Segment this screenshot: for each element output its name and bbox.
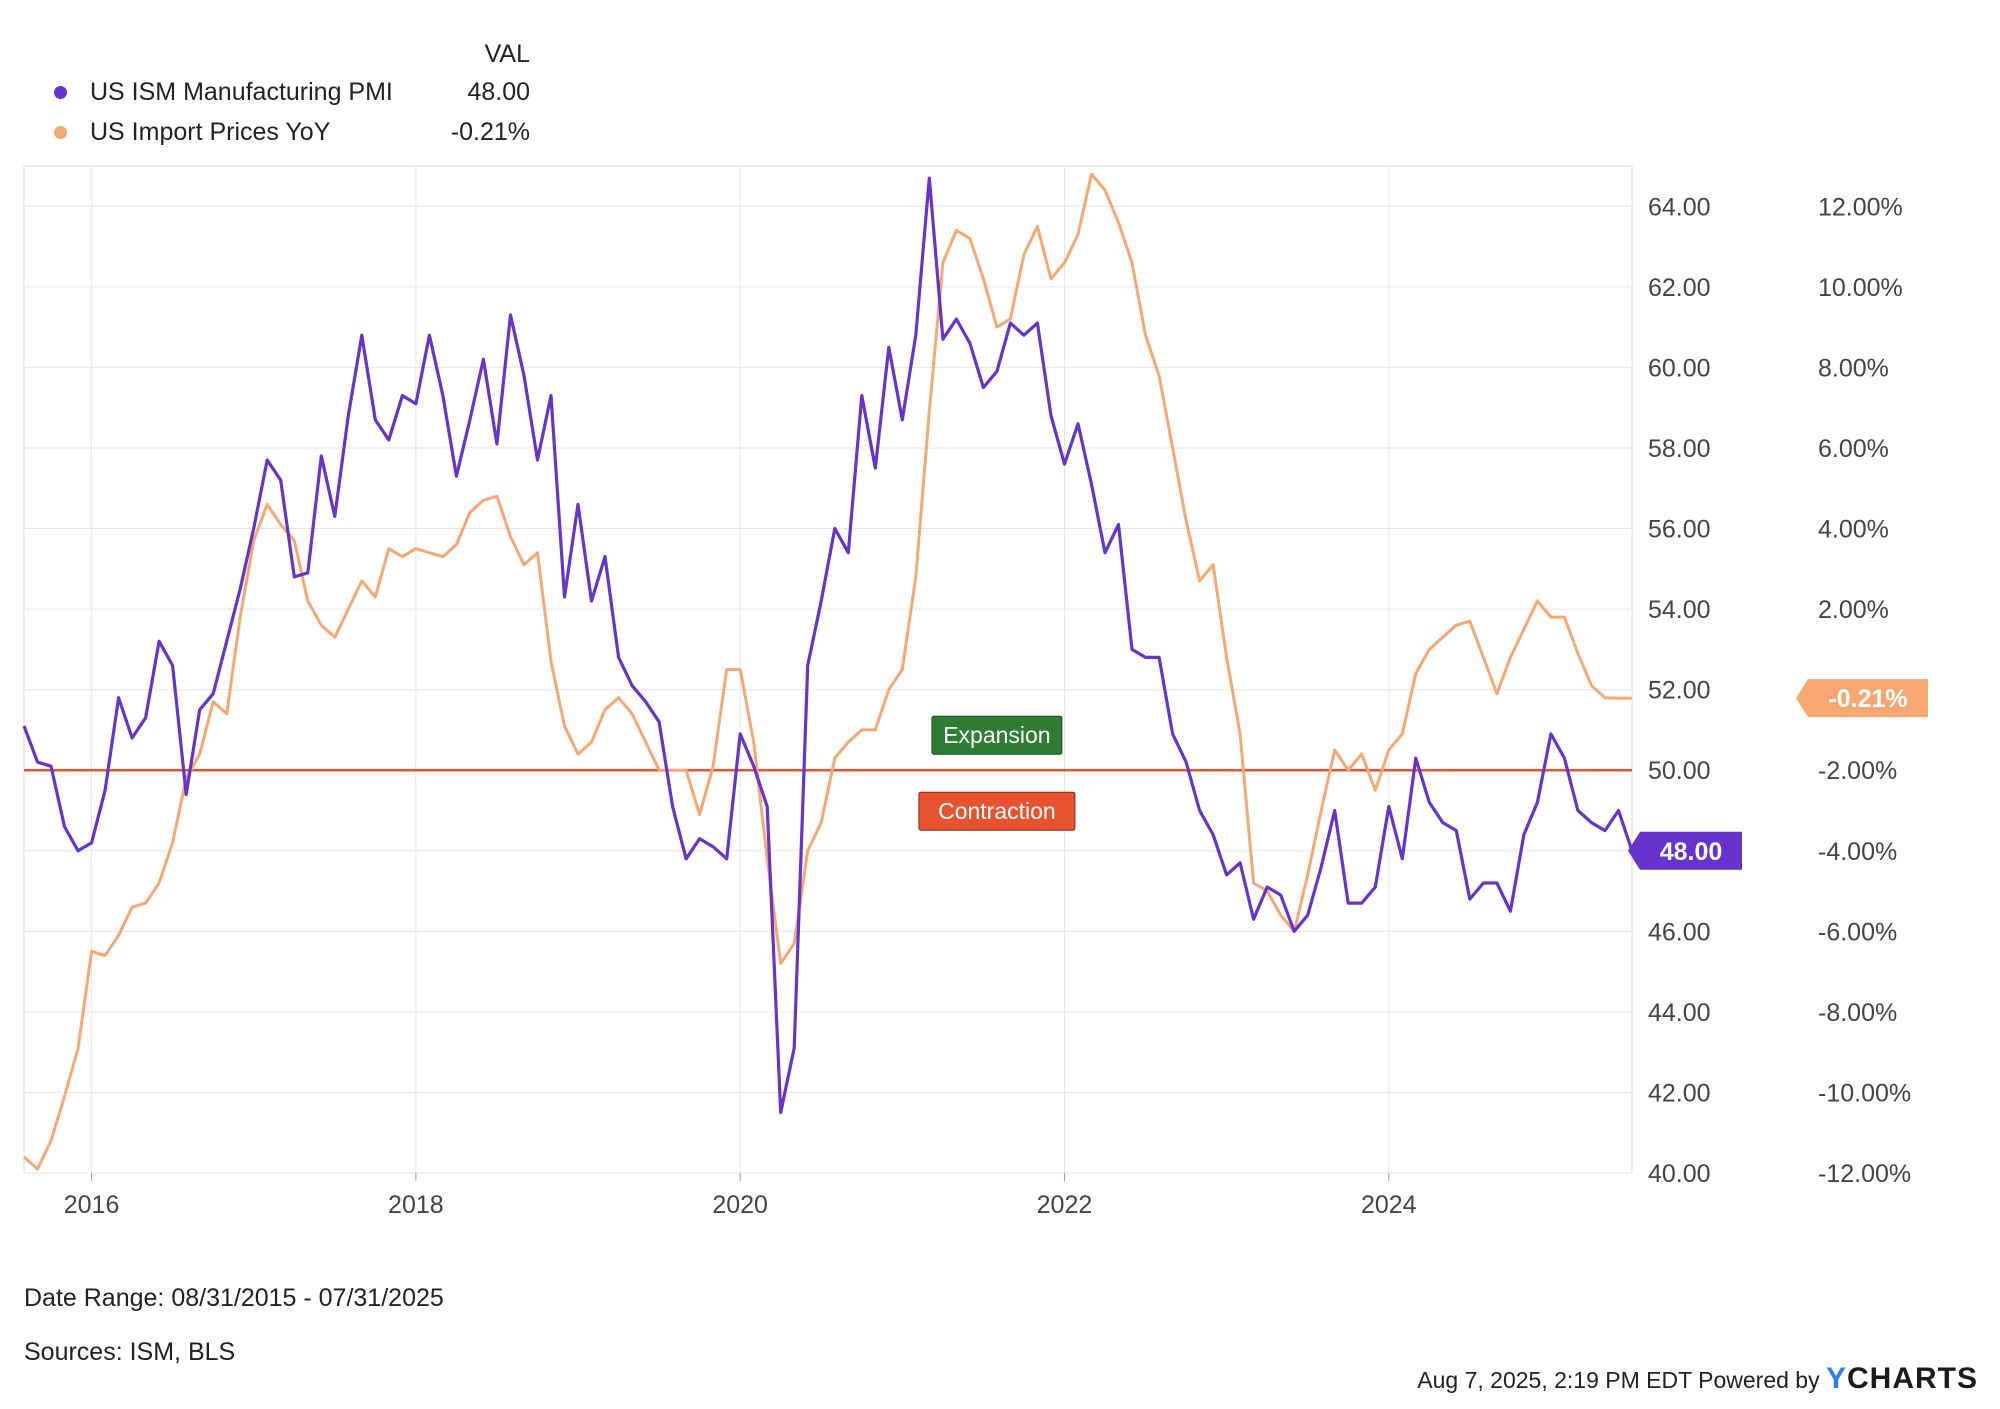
sources: Sources: ISM, BLS — [24, 1338, 236, 1366]
chart-legend: VAL US ISM Manufacturing PMI 48.00 US Im… — [40, 36, 530, 152]
left-tick-label: 40.00 — [1648, 1160, 1711, 1188]
x-axis: 2016 2018 2020 2022 2024 — [64, 1173, 1417, 1219]
right-tick-label: 2.00% — [1818, 596, 1889, 624]
series-line-import-prices[interactable] — [22, 172, 1632, 1171]
ycharts-logo-y: Y — [1825, 1362, 1847, 1395]
right-tick-label: -12.00% — [1818, 1160, 1911, 1188]
contraction-label-box — [918, 791, 1076, 831]
left-tick-label: 52.00 — [1648, 677, 1711, 705]
right-tick-label: 12.00% — [1818, 193, 1903, 221]
left-tick-label: 58.00 — [1648, 435, 1711, 463]
left-tick-label: 44.00 — [1648, 999, 1711, 1027]
right-tick-label: -2.00% — [1818, 757, 1897, 785]
left-y-axis: 40.0042.0044.0046.0048.0050.0052.0054.00… — [1648, 193, 1711, 1188]
left-tick-label: 50.00 — [1648, 757, 1711, 785]
contraction-label: Contraction — [938, 798, 1056, 824]
ycharts-logo-text: CHARTS — [1847, 1362, 1978, 1395]
legend-value-pmi: 48.00 — [467, 78, 530, 106]
legend-value-import-prices: -0.21% — [450, 118, 530, 146]
right-tick-label: -10.00% — [1818, 1079, 1911, 1107]
annotation-group: Expansion Contraction — [918, 715, 1076, 831]
last-value-label-pmi: 48.00 — [1660, 838, 1723, 866]
left-tick-label: 60.00 — [1648, 354, 1711, 382]
legend-dot-pmi — [54, 86, 67, 99]
legend-dot-import-prices — [54, 126, 67, 139]
plot-area-border — [23, 165, 1633, 1174]
last-value-label-import-prices: -0.21% — [1828, 685, 1907, 713]
x-tick-label: 2022 — [1037, 1191, 1093, 1219]
x-tick-label: 2018 — [388, 1191, 444, 1219]
right-tick-label: 10.00% — [1818, 274, 1903, 302]
series-group — [22, 172, 1634, 1171]
expansion-label-box — [931, 715, 1063, 755]
grid-lines — [24, 166, 1632, 1174]
right-tick-label: 6.00% — [1818, 435, 1889, 463]
x-tick-label: 2020 — [712, 1191, 768, 1219]
date-range: Date Range: 08/31/2015 - 07/31/2025 — [24, 1284, 444, 1312]
left-tick-label: 62.00 — [1648, 274, 1711, 302]
right-tick-label: 4.00% — [1818, 516, 1889, 544]
right-tick-label: -6.00% — [1818, 918, 1897, 946]
ycharts-logo[interactable]: YCHARTS — [1826, 1362, 1978, 1395]
right-y-axis: -12.00%-10.00%-8.00%-6.00%-4.00%-2.00%0.… — [1818, 193, 1911, 1188]
left-tick-label: 42.00 — [1648, 1079, 1711, 1107]
last-value-tags: -0.21% 48.00 — [1628, 679, 1928, 870]
powered-by: Aug 7, 2025, 2:19 PM EDT Powered by YCHA… — [1417, 1362, 1978, 1396]
right-tick-label: -8.00% — [1818, 999, 1897, 1027]
legend-name-pmi: US ISM Manufacturing PMI — [90, 78, 393, 106]
right-tick-label: 8.00% — [1818, 354, 1889, 382]
left-tick-label: 56.00 — [1648, 516, 1711, 544]
timestamp: Aug 7, 2025, 2:19 PM EDT Powered by — [1417, 1367, 1820, 1393]
legend-name-import-prices: US Import Prices YoY — [90, 118, 331, 146]
legend-item-import-prices[interactable]: US Import Prices YoY -0.21% — [40, 112, 530, 152]
x-tick-label: 2024 — [1361, 1191, 1417, 1219]
right-tick-label: -4.00% — [1818, 838, 1897, 866]
left-tick-label: 54.00 — [1648, 596, 1711, 624]
last-value-tag-import-prices — [1796, 679, 1928, 718]
legend-item-pmi[interactable]: US ISM Manufacturing PMI 48.00 — [40, 72, 530, 112]
expansion-label: Expansion — [943, 722, 1050, 748]
left-tick-label: 64.00 — [1648, 193, 1711, 221]
last-value-tag-pmi — [1628, 831, 1742, 870]
left-tick-label: 46.00 — [1648, 918, 1711, 946]
series-line-pmi[interactable] — [22, 176, 1634, 1115]
x-tick-label: 2016 — [64, 1191, 120, 1219]
legend-header: VAL — [484, 40, 530, 68]
